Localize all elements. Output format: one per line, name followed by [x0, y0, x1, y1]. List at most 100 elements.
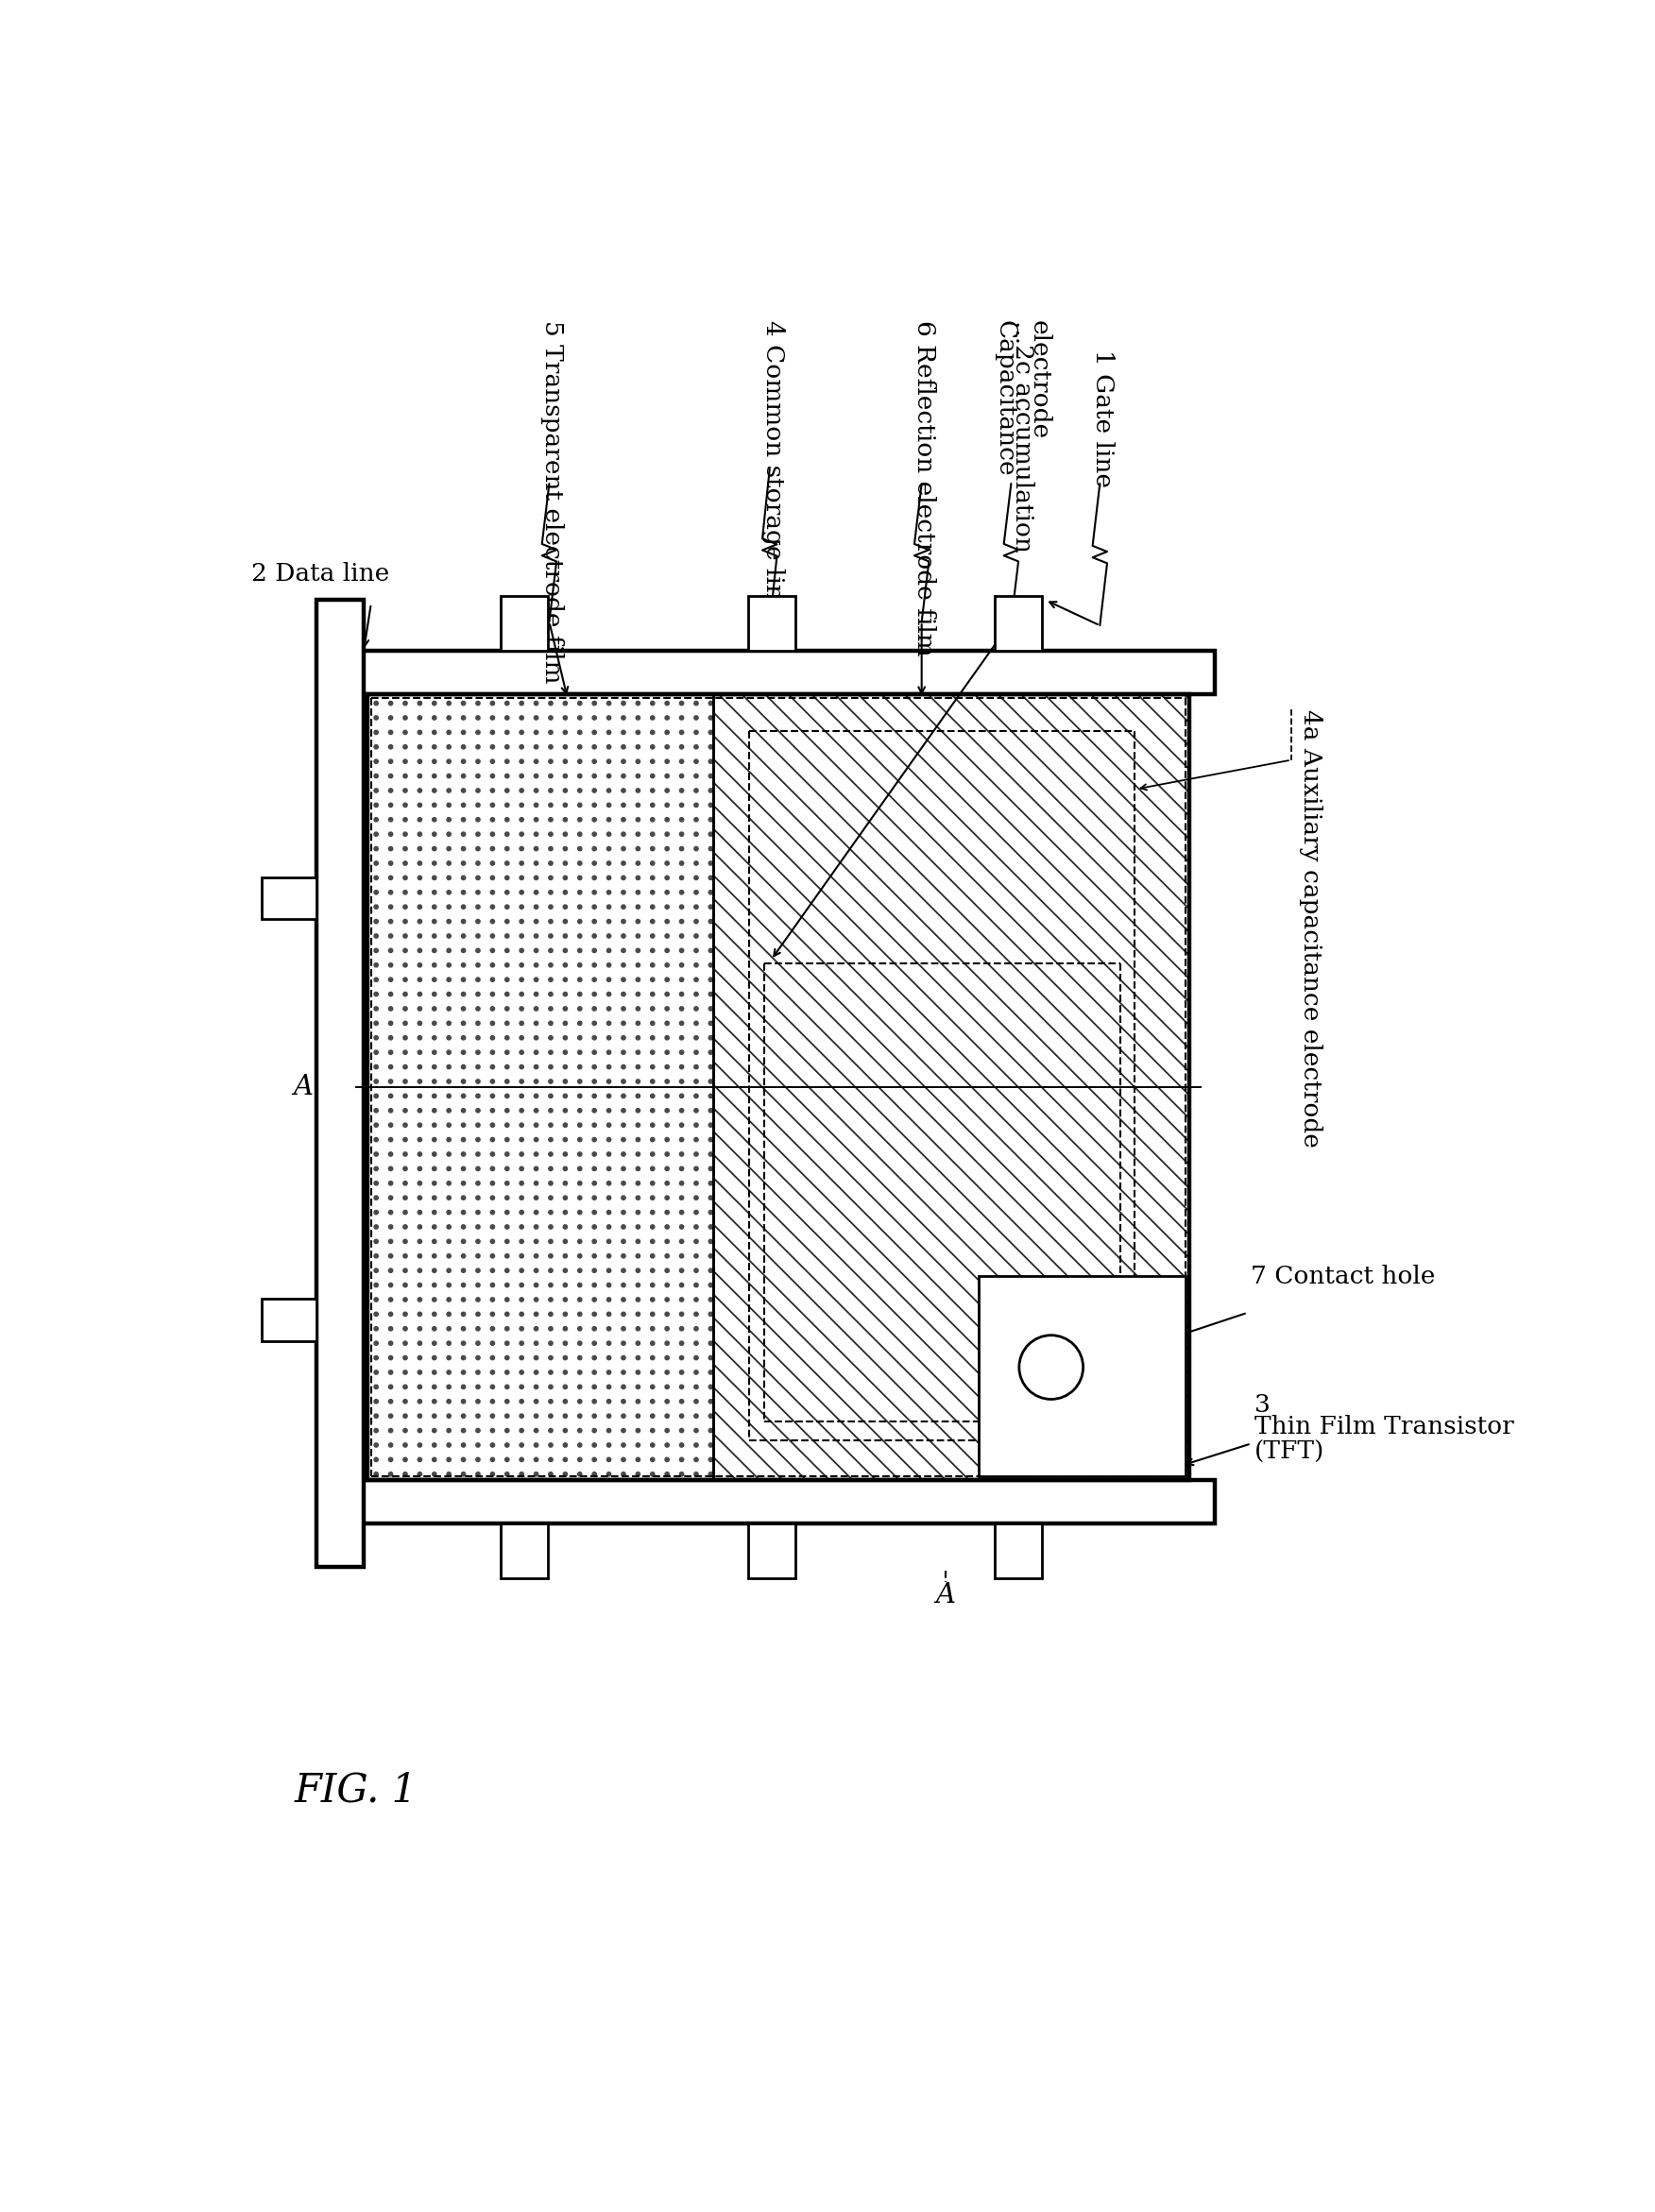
Circle shape	[520, 1283, 523, 1287]
Circle shape	[462, 978, 465, 982]
Circle shape	[462, 1283, 465, 1287]
Circle shape	[708, 978, 713, 982]
Circle shape	[563, 818, 568, 821]
Circle shape	[417, 962, 422, 967]
Circle shape	[607, 1166, 611, 1170]
Circle shape	[432, 1051, 437, 1055]
Circle shape	[549, 847, 553, 852]
Circle shape	[505, 949, 510, 953]
Circle shape	[708, 993, 713, 995]
Circle shape	[578, 1197, 583, 1199]
Circle shape	[417, 1035, 422, 1040]
Circle shape	[535, 1035, 538, 1040]
Circle shape	[549, 1254, 553, 1259]
Circle shape	[621, 774, 626, 779]
Circle shape	[578, 1079, 583, 1084]
Circle shape	[549, 949, 553, 953]
Circle shape	[708, 803, 713, 807]
Circle shape	[535, 1340, 538, 1345]
Circle shape	[477, 745, 480, 750]
Circle shape	[389, 1267, 392, 1272]
Circle shape	[374, 1283, 377, 1287]
Circle shape	[535, 818, 538, 821]
Circle shape	[374, 933, 377, 938]
Circle shape	[607, 933, 611, 938]
Circle shape	[505, 1210, 510, 1214]
Circle shape	[389, 1022, 392, 1026]
Circle shape	[374, 774, 377, 779]
Circle shape	[520, 1267, 523, 1272]
Circle shape	[417, 933, 422, 938]
Circle shape	[417, 876, 422, 880]
Circle shape	[650, 1413, 655, 1418]
Circle shape	[563, 759, 568, 763]
Circle shape	[447, 978, 450, 982]
Circle shape	[374, 1152, 377, 1157]
Circle shape	[578, 1356, 583, 1360]
Circle shape	[636, 717, 640, 719]
Circle shape	[447, 1166, 450, 1170]
Circle shape	[592, 1312, 596, 1316]
Circle shape	[404, 1166, 407, 1170]
Circle shape	[432, 730, 437, 734]
Circle shape	[636, 949, 640, 953]
Circle shape	[404, 1051, 407, 1055]
Circle shape	[592, 730, 596, 734]
Circle shape	[505, 1283, 510, 1287]
Circle shape	[592, 1166, 596, 1170]
Circle shape	[607, 993, 611, 995]
Circle shape	[374, 876, 377, 880]
Circle shape	[592, 1340, 596, 1345]
Circle shape	[650, 1210, 655, 1214]
Circle shape	[592, 1035, 596, 1040]
Circle shape	[417, 1124, 422, 1128]
Text: 4a Auxiliary capacitance electrode: 4a Auxiliary capacitance electrode	[1299, 710, 1322, 1148]
Circle shape	[549, 1283, 553, 1287]
Circle shape	[432, 1340, 437, 1345]
Text: 2 Data line: 2 Data line	[252, 562, 389, 586]
Circle shape	[374, 818, 377, 821]
Circle shape	[447, 1035, 450, 1040]
Circle shape	[607, 962, 611, 967]
Circle shape	[389, 774, 392, 779]
Circle shape	[535, 1283, 538, 1287]
Circle shape	[549, 1064, 553, 1068]
Circle shape	[650, 860, 655, 865]
Circle shape	[417, 1298, 422, 1301]
Circle shape	[520, 962, 523, 967]
Circle shape	[592, 920, 596, 922]
Circle shape	[389, 1166, 392, 1170]
Circle shape	[636, 847, 640, 852]
Circle shape	[549, 1137, 553, 1141]
Circle shape	[607, 759, 611, 763]
Circle shape	[708, 717, 713, 719]
Circle shape	[680, 774, 684, 779]
Circle shape	[520, 949, 523, 953]
Circle shape	[650, 1254, 655, 1259]
Circle shape	[520, 1152, 523, 1157]
Circle shape	[477, 1458, 480, 1462]
Circle shape	[621, 949, 626, 953]
Circle shape	[505, 1312, 510, 1316]
Circle shape	[650, 889, 655, 894]
Circle shape	[636, 1166, 640, 1170]
Circle shape	[693, 876, 698, 880]
Circle shape	[665, 701, 669, 706]
Circle shape	[592, 1181, 596, 1186]
Circle shape	[607, 1369, 611, 1374]
Circle shape	[650, 1051, 655, 1055]
Circle shape	[549, 1312, 553, 1316]
Circle shape	[621, 1108, 626, 1113]
Circle shape	[693, 962, 698, 967]
Circle shape	[462, 847, 465, 852]
Circle shape	[477, 1267, 480, 1272]
Circle shape	[404, 1108, 407, 1113]
Circle shape	[490, 832, 495, 836]
Circle shape	[505, 832, 510, 836]
Circle shape	[680, 787, 684, 792]
Circle shape	[650, 1108, 655, 1113]
Circle shape	[389, 1210, 392, 1214]
Circle shape	[417, 1458, 422, 1462]
Circle shape	[462, 1137, 465, 1141]
Circle shape	[636, 730, 640, 734]
